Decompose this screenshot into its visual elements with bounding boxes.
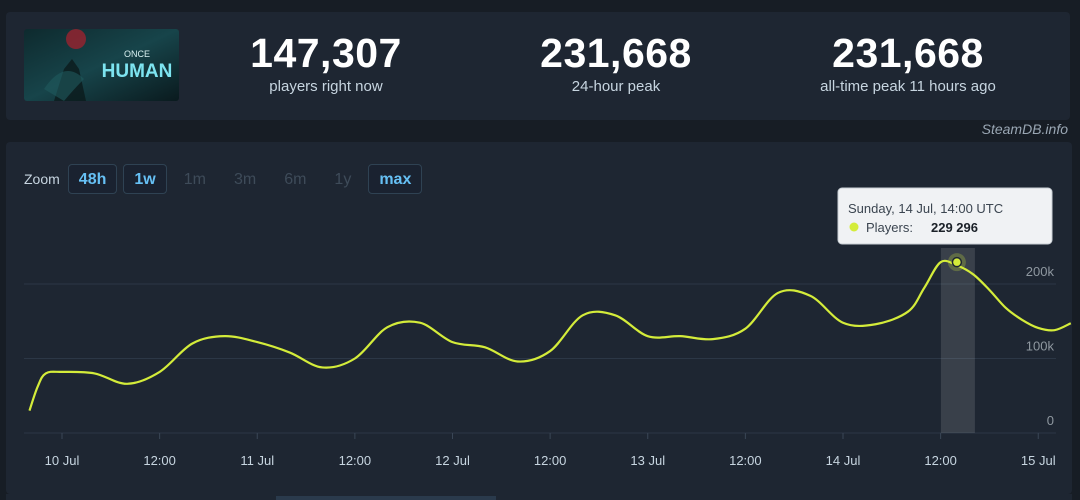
stat-current-value: 147,307 — [250, 30, 402, 76]
game-logo-art: ONCE HUMAN — [24, 29, 179, 101]
game-logo[interactable]: ONCE HUMAN — [24, 29, 179, 101]
stat-24h-peak: 231,668 24-hour peak — [486, 30, 746, 95]
zoom-1w-button[interactable]: 1w — [123, 164, 167, 194]
stat-alltime-peak-label: all-time peak 11 hours ago — [820, 78, 996, 95]
stat-alltime-peak: 231,668 all-time peak 11 hours ago — [778, 30, 1038, 95]
logo-text-small: ONCE — [124, 49, 150, 59]
zoom-48h-button[interactable]: 48h — [67, 164, 118, 194]
stat-24h-peak-label: 24-hour peak — [571, 78, 661, 95]
zoom-bar: Zoom 48h 1w 1m 3m 6m 1y max — [24, 164, 428, 194]
stat-alltime-peak-value: 231,668 — [832, 30, 984, 76]
zoom-label: Zoom — [24, 171, 60, 187]
stats-panel: ONCE HUMAN 147,307 players right now 231… — [6, 12, 1070, 120]
zoom-1y-button[interactable]: 1y — [334, 171, 352, 188]
zoom-max-button[interactable]: max — [368, 164, 423, 194]
bottom-scroll-strip[interactable] — [6, 494, 1072, 500]
zoom-3m-button[interactable]: 3m — [233, 171, 257, 188]
steamdb-credit[interactable]: SteamDB.info — [981, 121, 1068, 137]
stat-current-label: players right now — [269, 78, 383, 95]
navigator-range[interactable] — [276, 496, 496, 500]
stat-24h-peak-value: 231,668 — [540, 30, 692, 76]
stat-current: 147,307 players right now — [196, 30, 456, 95]
zoom-6m-button[interactable]: 6m — [284, 171, 307, 188]
chart-panel: Zoom 48h 1w 1m 3m 6m 1y max — [6, 142, 1072, 494]
logo-text-large: HUMAN — [102, 61, 173, 82]
zoom-1m-button[interactable]: 1m — [183, 171, 206, 188]
